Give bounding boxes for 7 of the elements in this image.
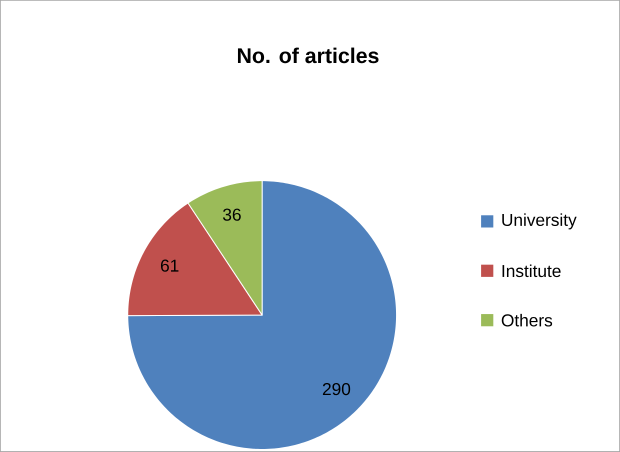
legend-label: University (502, 213, 577, 230)
legend-label: Others (502, 314, 552, 327)
legend-label: Institute (502, 264, 561, 278)
data-label: 290 (322, 382, 350, 396)
chart-title: No. of articles (238, 48, 379, 64)
data-label: 36 (222, 208, 241, 221)
data-label: 61 (160, 260, 178, 272)
